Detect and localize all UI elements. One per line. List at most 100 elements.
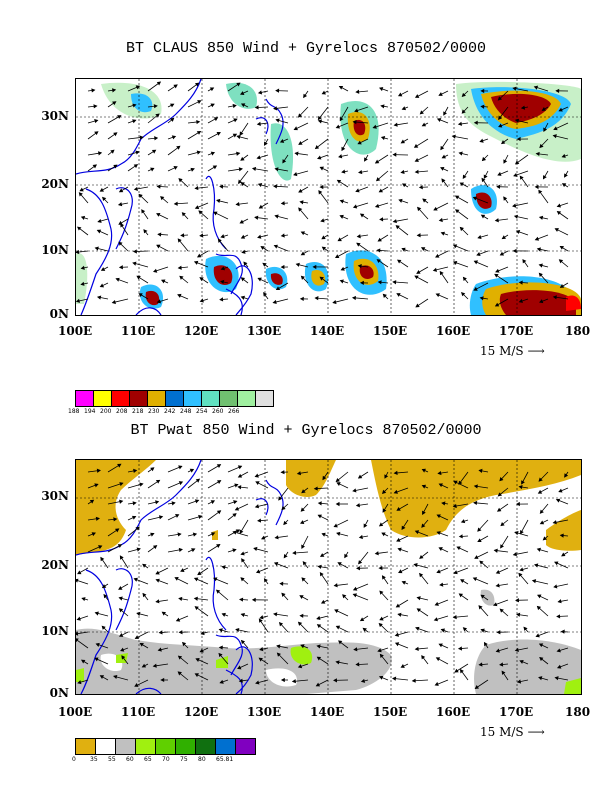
wind-vector-head — [112, 101, 117, 106]
wind-vector-head — [135, 85, 141, 90]
wind-vector-head — [556, 203, 561, 208]
wind-vector-head — [216, 198, 221, 204]
wind-vector-head — [376, 259, 381, 263]
wind-vector-head — [232, 548, 237, 553]
legend-swatch — [93, 390, 112, 407]
wind-vector-head — [218, 652, 223, 658]
map1-xlabel-100e: 100E — [58, 324, 93, 338]
wind-vector-head — [333, 583, 338, 588]
wind-vector-head — [564, 473, 569, 478]
wind-vector-head — [300, 507, 305, 512]
wind-vector-head — [133, 164, 139, 169]
wind-vector-head — [317, 119, 323, 124]
legend-label: 0 — [72, 756, 76, 763]
wind-vector-head — [542, 175, 547, 180]
wind-vector-head — [209, 87, 215, 92]
wind-vector-head — [112, 88, 117, 93]
wind-vector-head — [397, 612, 402, 617]
wind-vector-head — [216, 131, 221, 136]
wind-vector-head — [319, 276, 324, 281]
wind-vector-head — [81, 597, 86, 602]
map1-grid — [76, 79, 581, 315]
wind-vector-head — [118, 586, 123, 590]
wind-vector-head — [316, 615, 321, 621]
wind-vector-head — [240, 577, 245, 582]
map2-plot[interactable] — [75, 459, 582, 695]
wind-vector-head — [197, 100, 202, 104]
wind-vector-head — [240, 182, 245, 187]
wind-vector-head — [195, 658, 200, 662]
wind-vector-head — [97, 218, 102, 223]
wind-vector-head — [413, 143, 419, 148]
cloud-nw-b — [131, 93, 153, 113]
wind-vector-head — [322, 475, 327, 481]
wind-vector-head — [473, 286, 478, 291]
wind-vector-head — [240, 103, 246, 108]
wind-vector-head — [315, 682, 321, 687]
wind-vector-head — [561, 552, 566, 557]
wind-vector-head — [553, 584, 558, 589]
wind-vector-head — [539, 143, 544, 149]
wind-vector-head — [280, 264, 285, 270]
wind-vector-head — [240, 295, 245, 300]
wind-vector-head — [194, 82, 200, 87]
wind-vector-head — [419, 110, 424, 115]
wind-vector-head — [439, 582, 444, 587]
wind-vector-head — [240, 234, 246, 239]
wind-vector-head — [177, 293, 182, 298]
wind-vector-head — [196, 130, 202, 135]
wind-vector-head — [499, 662, 504, 667]
wind-vector-head — [156, 184, 161, 189]
wind-vector-head — [216, 464, 222, 468]
map1-plot[interactable] — [75, 78, 582, 316]
wind-vector-head — [440, 166, 445, 171]
wind-vector-head — [238, 678, 243, 683]
wind-vector-head — [182, 641, 187, 647]
wind-vector-head — [302, 561, 307, 566]
wind-vector-head — [378, 566, 383, 571]
wind-vector-head — [274, 214, 279, 219]
wind-vector-head — [255, 481, 260, 485]
map2-xlabel-120e: 120E — [184, 705, 219, 719]
wind-vector-head — [152, 545, 158, 550]
pwat-low-n — [286, 460, 336, 497]
wind-vector-head — [114, 528, 120, 533]
wind-vector-head — [379, 616, 384, 621]
wind-vector-head — [76, 298, 81, 303]
legend-swatch — [175, 738, 196, 755]
legend-swatch — [155, 738, 176, 755]
wind-vector-head — [392, 280, 397, 285]
pwat-low-ne — [371, 460, 581, 538]
wind-vector-head — [191, 548, 196, 553]
wind-vector-head — [335, 478, 340, 483]
wind-vector-head — [338, 154, 343, 159]
wind-vector-head — [237, 465, 243, 470]
wind-vector-head — [219, 184, 224, 189]
wind-vector-head — [483, 174, 488, 179]
legend-label: 218 — [132, 408, 144, 415]
wind-vector-head — [239, 131, 244, 136]
map1-title: BT CLAUS 850 Wind + Gyrelocs 870502/0000 — [125, 40, 487, 57]
wind-vector-head — [279, 581, 284, 586]
wind-vector-head — [297, 621, 303, 626]
wind-vector-head — [300, 644, 305, 649]
wind-vector-head — [111, 299, 116, 305]
wind-vector-head — [380, 136, 386, 141]
pwat-green-1 — [290, 646, 313, 665]
wind-vector-head — [156, 299, 162, 304]
wind-vector-head — [142, 563, 147, 568]
wind-vector-head — [136, 275, 141, 280]
legend-swatch — [255, 390, 274, 407]
wind-vector-head — [556, 648, 561, 653]
wind-vector-head — [472, 577, 478, 582]
wind-vector-head — [341, 146, 346, 152]
wind-vector-head — [438, 217, 443, 223]
wind-vector-head — [255, 680, 260, 685]
wind-vector-head — [418, 185, 423, 190]
wind-vector-head — [358, 560, 363, 565]
wind-vector-head — [198, 514, 203, 519]
wind-vector-head — [534, 184, 539, 190]
wind-vector-head — [415, 303, 420, 308]
wind-vector-head — [98, 545, 103, 550]
wind-vector-head — [342, 594, 347, 599]
